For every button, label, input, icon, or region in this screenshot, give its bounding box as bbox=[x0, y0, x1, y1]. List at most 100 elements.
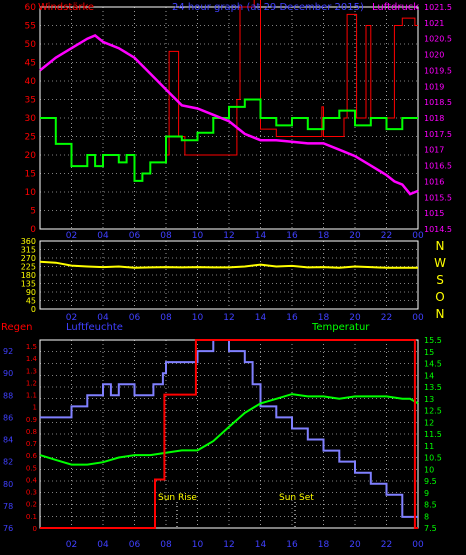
x-tick-label: 18 bbox=[318, 231, 330, 241]
rain-axis-ticks: 0 0.1 0.2 0.3 0.4 0.5 0.6 0.7 0.8 0.9 1 1.1 1.2 1.3 1.… bbox=[26, 343, 38, 533]
compass-letter: N bbox=[436, 307, 445, 321]
humidity-tick-label: 92 bbox=[3, 347, 13, 356]
rain-tick-label: 0.5 bbox=[26, 464, 37, 472]
x-axis-ticks: 02 04 06 08 10 12 14 16 18 20 22 00 bbox=[66, 231, 424, 241]
left-axis-title: Windstärke bbox=[38, 2, 94, 13]
temperature-tick-label: 14.5 bbox=[424, 360, 442, 369]
rain-tick-label: 1.5 bbox=[26, 343, 37, 351]
right-tick-label: 1018.5 bbox=[424, 98, 452, 107]
rain-tick-label: 1.2 bbox=[26, 379, 37, 387]
left-tick-label: 5 bbox=[30, 207, 36, 217]
left-tick-label: 0 bbox=[30, 225, 36, 235]
humidity-tick-label: 84 bbox=[3, 436, 13, 445]
right-tick-label: 1021.5 bbox=[424, 3, 452, 12]
x-tick-label: 10 bbox=[192, 540, 204, 550]
gust-line bbox=[166, 0, 418, 156]
x-tick-label: 16 bbox=[286, 540, 298, 550]
left-tick-label: 45 bbox=[25, 59, 36, 69]
x-tick-label: 00 bbox=[412, 231, 424, 241]
grid bbox=[40, 340, 418, 528]
x-tick-label: 04 bbox=[97, 231, 109, 241]
x-tick-label: 18 bbox=[318, 313, 330, 323]
x-tick-label: 22 bbox=[381, 231, 392, 241]
x-tick-label: 06 bbox=[129, 540, 141, 550]
rain-tick-label: 0.8 bbox=[26, 428, 37, 436]
sunset-label: Sun Set bbox=[279, 493, 314, 503]
x-tick-label: 04 bbox=[97, 540, 109, 550]
temperature-tick-label: 11.5 bbox=[424, 430, 442, 439]
rain-tick-label: 1.1 bbox=[26, 392, 37, 400]
direction-tick-label: 135 bbox=[21, 280, 36, 289]
rain-tick-label: 0.3 bbox=[26, 489, 37, 497]
chart-title: 24 hour graph (at 29 December 2015) bbox=[172, 2, 364, 13]
x-tick-label: 14 bbox=[255, 313, 267, 323]
direction-tick-label: 270 bbox=[21, 254, 36, 263]
left-tick-label: 10 bbox=[25, 188, 37, 198]
x-tick-label: 08 bbox=[160, 231, 172, 241]
right-tick-label: 1016 bbox=[424, 177, 444, 186]
sunrise-label: Sun Rise bbox=[158, 493, 197, 503]
x-tick-label: 00 bbox=[412, 313, 424, 323]
humidity-axis-title: Luftfeuchte bbox=[66, 322, 123, 333]
temperature-tick-label: 13.5 bbox=[424, 383, 442, 392]
rain-humidity-temperature-panel: 76 78 80 82 84 86 88 90 92 0 0.1 0.2 0.3 0.4 0.5 0.6 0.… bbox=[1, 322, 442, 550]
x-tick-label: 10 bbox=[192, 313, 204, 323]
right-tick-label: 1016.5 bbox=[424, 162, 452, 171]
temperature-tick-label: 9 bbox=[424, 489, 429, 498]
right-tick-label: 1014.5 bbox=[424, 225, 452, 234]
direction-tick-label: 0 bbox=[31, 305, 36, 314]
temperature-tick-label: 15 bbox=[424, 348, 434, 357]
rain-tick-label: 0.4 bbox=[26, 476, 38, 484]
x-tick-label: 08 bbox=[160, 313, 172, 323]
rain-tick-label: 0.2 bbox=[26, 501, 37, 509]
x-tick-label: 06 bbox=[129, 313, 141, 323]
rain-tick-label: 1.4 bbox=[26, 355, 38, 363]
left-tick-label: 35 bbox=[25, 96, 36, 106]
x-tick-label: 22 bbox=[381, 540, 392, 550]
x-tick-label: 04 bbox=[97, 313, 109, 323]
right-axis-ticks: 1014.5 1015 1015.5 1016 1016.5 1017 1017.5 1018… bbox=[424, 3, 452, 234]
temperature-tick-label: 10 bbox=[424, 465, 434, 474]
left-tick-label: 15 bbox=[25, 170, 36, 180]
left-axis-ticks: 0 5 10 15 20 25 30 35 40 45 50 55 60 bbox=[25, 3, 37, 235]
grid bbox=[40, 241, 418, 309]
humidity-axis-ticks: 76 78 80 82 84 86 88 90 92 bbox=[3, 347, 13, 533]
right-tick-label: 1020 bbox=[424, 51, 444, 60]
compass-letter: N bbox=[436, 239, 445, 253]
x-tick-label: 12 bbox=[223, 540, 234, 550]
direction-tick-label: 225 bbox=[21, 263, 36, 272]
x-tick-label: 12 bbox=[223, 313, 234, 323]
compass-letter: O bbox=[435, 290, 444, 304]
chart-marks bbox=[39, 260, 418, 269]
direction-tick-label: 180 bbox=[21, 271, 36, 280]
left-tick-label: 50 bbox=[25, 40, 37, 50]
right-tick-label: 1018 bbox=[424, 114, 444, 123]
x-tick-label: 22 bbox=[381, 313, 392, 323]
temperature-tick-label: 12.5 bbox=[424, 407, 442, 416]
rain-tick-label: 1 bbox=[33, 404, 37, 412]
right-tick-label: 1019.5 bbox=[424, 66, 452, 75]
temperature-axis-title: Temperatur bbox=[311, 322, 370, 333]
right-tick-label: 1015 bbox=[424, 209, 444, 218]
rain-tick-label: 0.6 bbox=[26, 452, 38, 460]
temperature-tick-label: 8.5 bbox=[424, 501, 437, 510]
temperature-tick-label: 14 bbox=[424, 371, 434, 380]
temperature-tick-label: 10.5 bbox=[424, 454, 442, 463]
humidity-tick-label: 80 bbox=[3, 480, 13, 489]
x-tick-label: 00 bbox=[412, 540, 424, 550]
left-tick-label: 40 bbox=[25, 77, 37, 87]
x-tick-label: 20 bbox=[349, 313, 361, 323]
rain-line bbox=[40, 339, 418, 529]
direction-tick-label: 45 bbox=[26, 297, 36, 306]
wind-line bbox=[40, 98, 418, 182]
left-tick-label: 25 bbox=[25, 133, 36, 143]
x-tick-label: 02 bbox=[66, 231, 77, 241]
temperature-tick-label: 9.5 bbox=[424, 477, 437, 486]
rain-tick-label: 0.7 bbox=[26, 440, 37, 448]
x-tick-label: 02 bbox=[66, 313, 77, 323]
x-tick-label: 14 bbox=[255, 540, 267, 550]
direction-line bbox=[39, 260, 418, 269]
